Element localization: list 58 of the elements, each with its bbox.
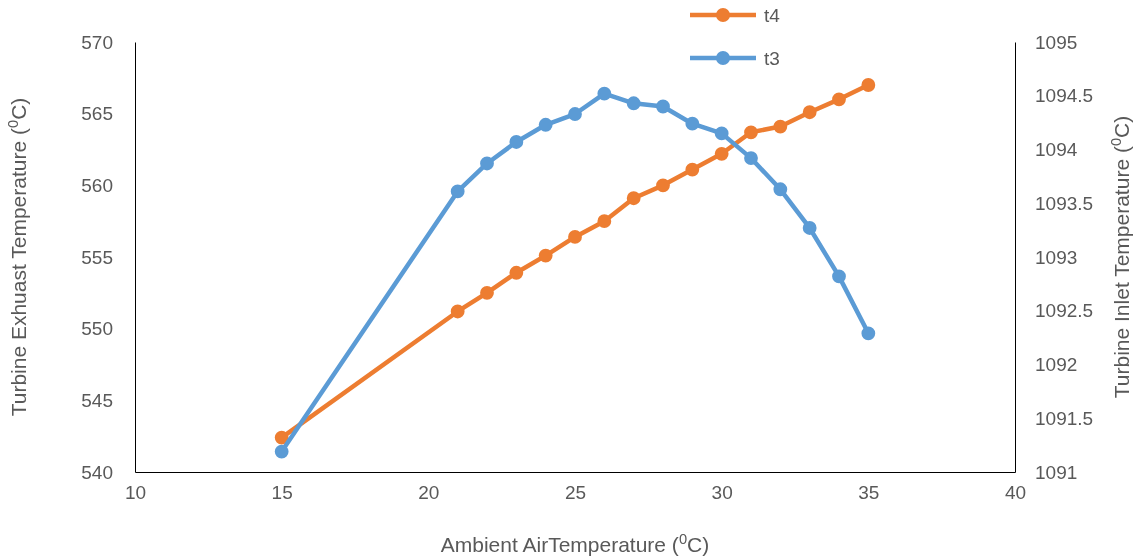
point [832, 269, 846, 284]
point [714, 126, 729, 141]
point [832, 92, 846, 107]
x-tick-label: 35 [858, 482, 880, 504]
point [597, 86, 612, 101]
point [744, 151, 758, 165]
point [656, 99, 670, 114]
point [480, 156, 494, 171]
point [802, 221, 817, 235]
point [773, 119, 788, 134]
point [685, 162, 700, 177]
legend-label: t3 [764, 48, 780, 69]
point [714, 146, 729, 161]
y-tick-label: 550 [81, 318, 113, 340]
x-tick-label: 20 [418, 482, 440, 504]
y2-tick-label: 1091 [1035, 461, 1078, 483]
x-tick-label: 15 [271, 482, 293, 504]
point [773, 182, 788, 197]
point [450, 184, 465, 199]
y2-tick-label: 1094 [1035, 139, 1078, 161]
y2-tick-label: 1094.5 [1035, 85, 1094, 107]
y2-tick-label: 1092.5 [1035, 300, 1094, 322]
y2-tick-label: 1091.5 [1035, 407, 1094, 429]
x-axis-title: Ambient AirTemperature ($^{0}$C) [440, 531, 710, 556]
x-tick-label: 30 [711, 482, 733, 504]
point [538, 248, 553, 263]
y-tick-label: 565 [81, 103, 113, 125]
legend-label: t4 [764, 5, 781, 26]
point [480, 285, 494, 300]
point [744, 125, 758, 140]
y-tick-label: 570 [81, 31, 113, 53]
point [509, 135, 524, 149]
point [538, 117, 553, 132]
x-tick-label: 40 [1004, 482, 1027, 504]
point [656, 178, 670, 193]
x-tick-label: 10 [124, 482, 147, 504]
y-tick-label: 540 [81, 461, 113, 483]
y2-tick-label: 1093 [1035, 246, 1078, 268]
point [568, 107, 582, 121]
point [274, 430, 289, 445]
point [626, 191, 641, 206]
y2-tick-label: 1093.5 [1035, 192, 1094, 214]
point [274, 444, 289, 459]
point [450, 304, 465, 319]
y-tick-label: 560 [81, 174, 113, 196]
point [861, 78, 876, 92]
point [568, 230, 582, 244]
y2-tick-label: 1095 [1035, 31, 1078, 53]
point [626, 96, 641, 111]
point [802, 105, 817, 120]
point [597, 214, 612, 229]
point [861, 326, 876, 341]
point [509, 265, 524, 280]
x-tick-label: 25 [564, 482, 587, 504]
point [685, 116, 700, 131]
y2-tick-label: 1092 [1035, 354, 1078, 376]
y-tick-label: 545 [81, 389, 113, 411]
y-tick-label: 555 [81, 246, 113, 268]
